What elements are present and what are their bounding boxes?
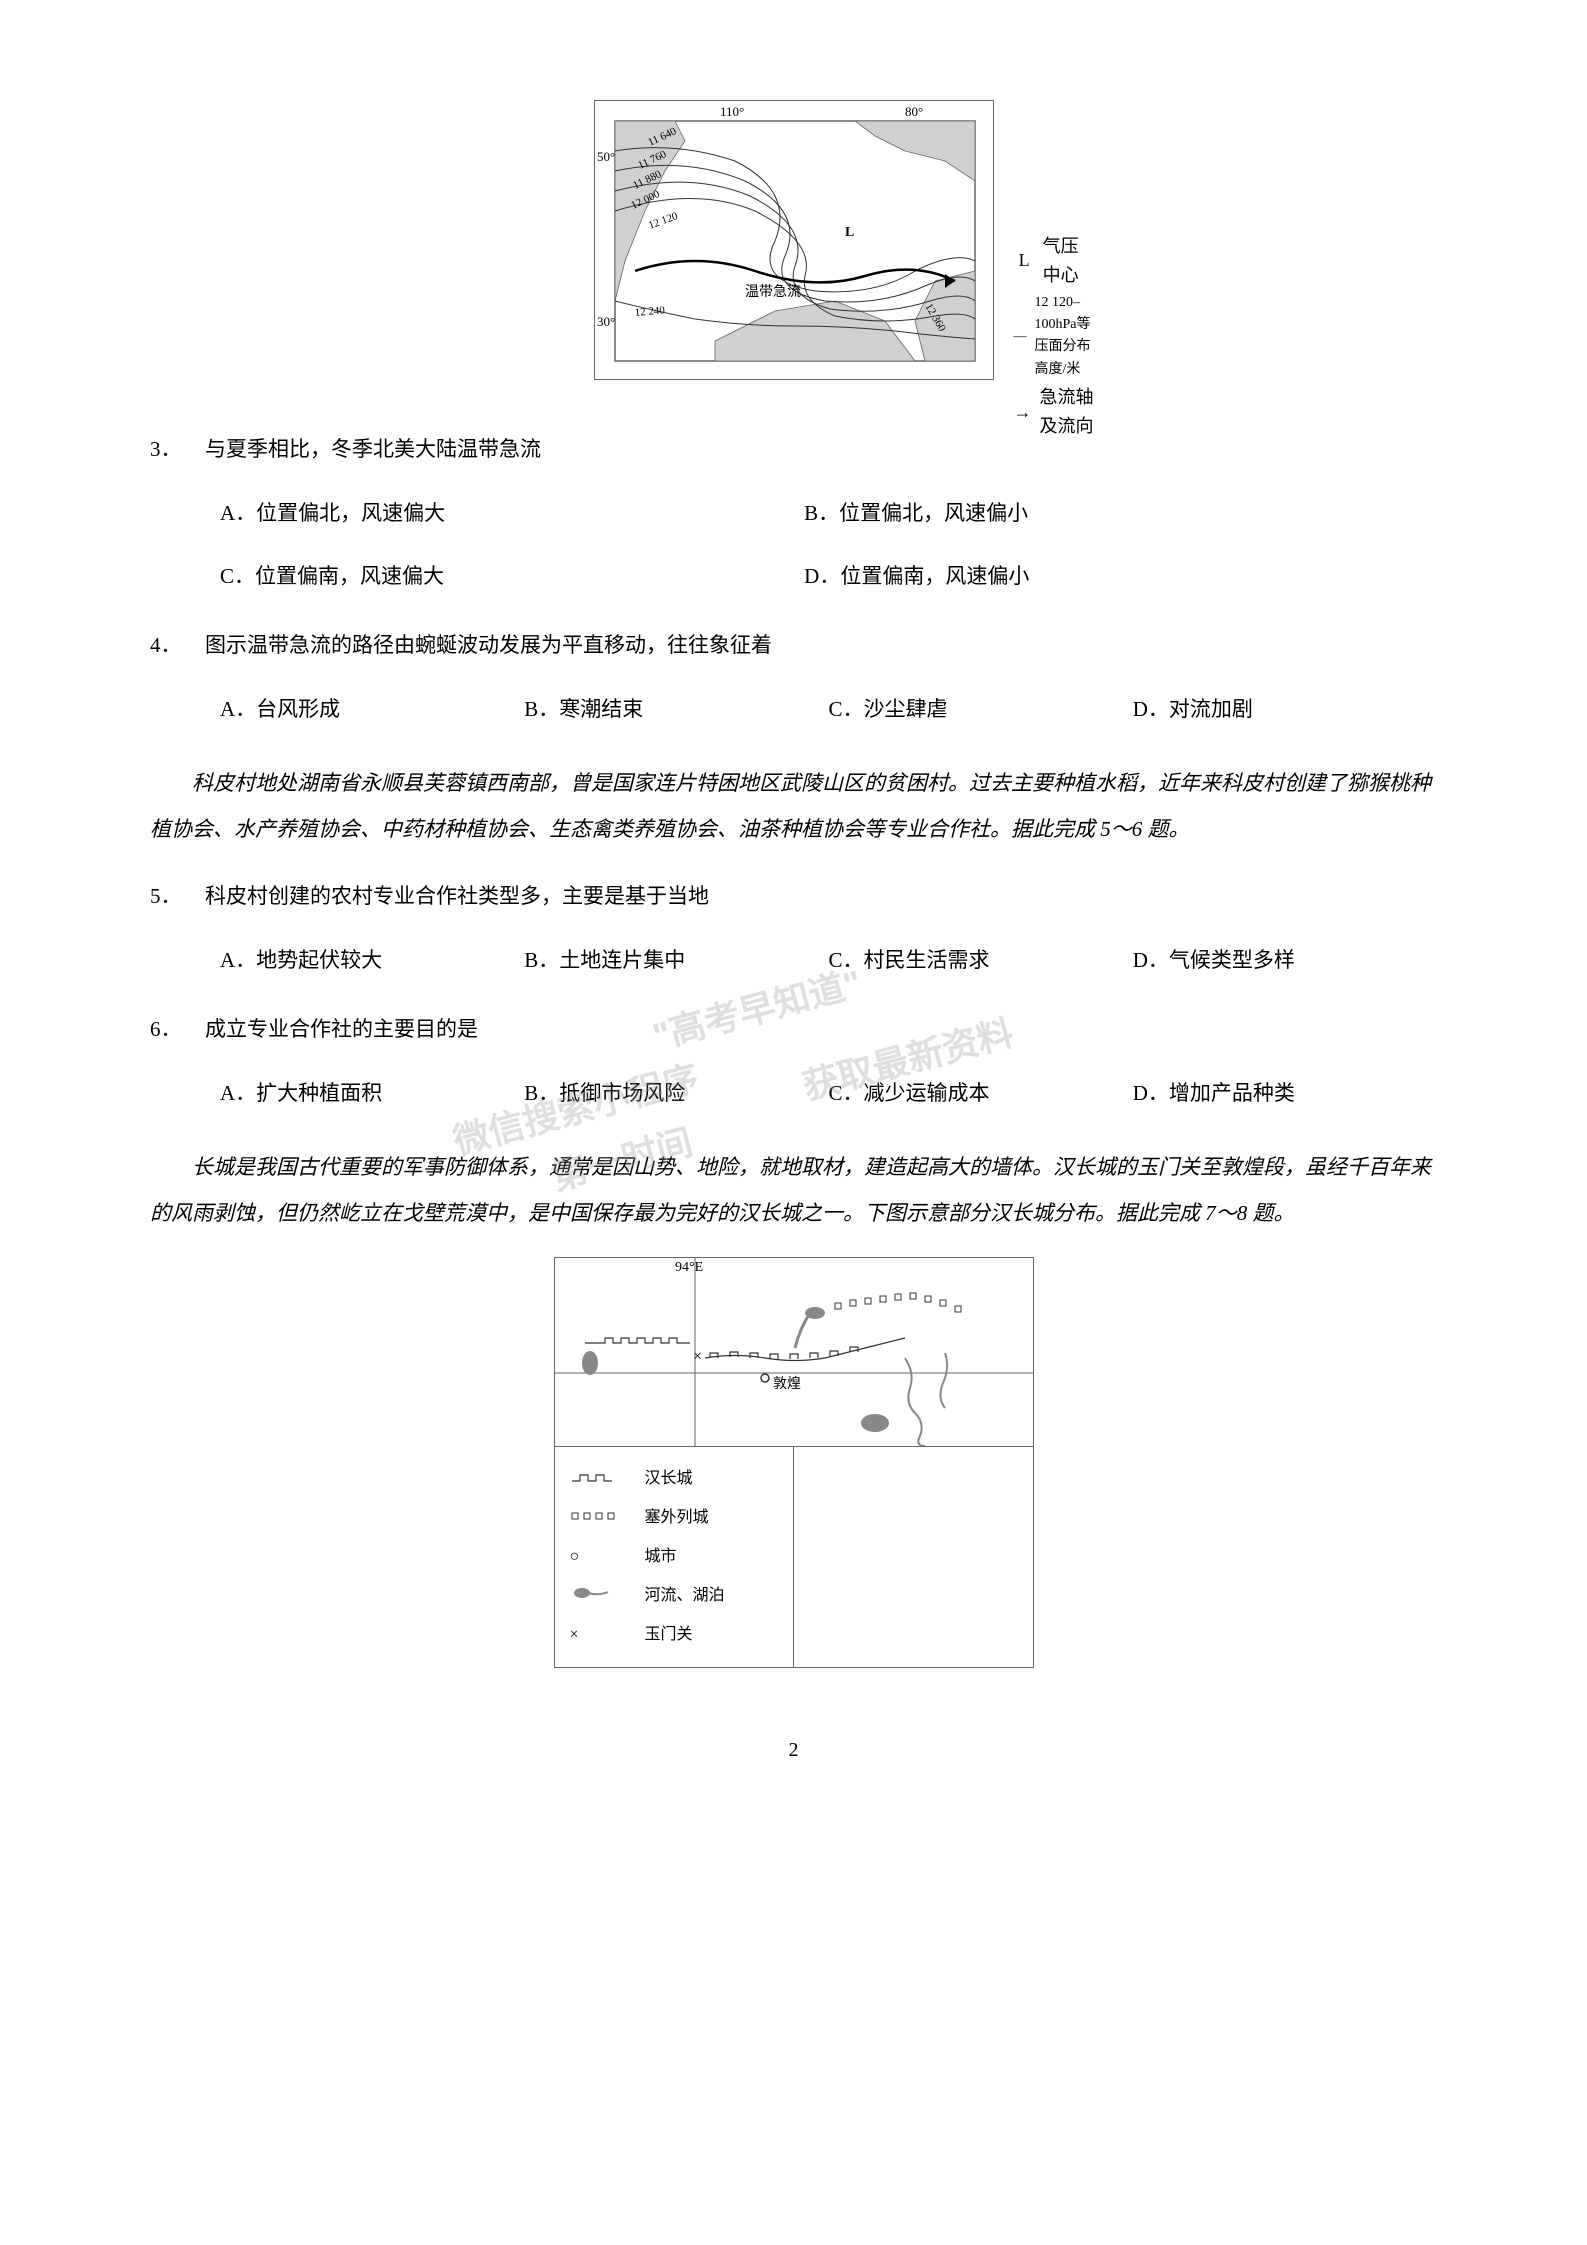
figure-2-container: 94°E 40°N [150, 1257, 1437, 1668]
q4-text: 图示温带急流的路径由蜿蜒波动发展为平直移动，往往象征着 [205, 622, 1437, 668]
legend-city-text: 城市 [645, 1539, 677, 1574]
svg-text:110°: 110° [720, 104, 744, 119]
svg-text:L: L [845, 225, 854, 240]
figure-2-legend: 汉长城 塞外列城 ○ 城市 [554, 1447, 794, 1668]
q4-option-B: B．寒潮结束 [524, 686, 828, 732]
q3-option-D: D．位置偏南，风速偏小 [804, 553, 1388, 599]
question-6: 6． 成立专业合作社的主要目的是 A．扩大种植面积 B．抵御市场风险 C．减少运… [150, 1006, 1437, 1124]
page-content: "高考早知道" 获取最新资料 微信搜索小程序 第一时间 [150, 100, 1437, 1772]
page-number: 2 [150, 1728, 1437, 1772]
q6-num: 6． [150, 1006, 205, 1052]
svg-text:温带急流: 温带急流 [745, 284, 801, 300]
question-3: 3． 与夏季相比，冬季北美大陆温带急流 A．位置偏北，风速偏大 B．位置偏北，风… [150, 426, 1437, 607]
svg-text:×: × [693, 1348, 702, 1365]
q6-option-C: C．减少运输成本 [829, 1070, 1133, 1116]
q5-option-D: D．气候类型多样 [1133, 937, 1437, 983]
question-5: 5． 科皮村创建的农村专业合作社类型多，主要是基于当地 A．地势起伏较大 B．土… [150, 873, 1437, 991]
q3-option-C: C．位置偏南，风速偏大 [220, 553, 804, 599]
q5-option-A: A．地势起伏较大 [220, 937, 524, 983]
q5-option-C: C．村民生活需求 [829, 937, 1133, 983]
svg-text:12 120: 12 120 [646, 210, 679, 232]
great-wall-map: 94°E 40°N [554, 1257, 1034, 1447]
legend-han-wall-text: 汉长城 [645, 1461, 693, 1496]
legend-outer-wall-text: 塞外列城 [645, 1500, 709, 1535]
svg-text:94°E: 94°E [675, 1260, 703, 1275]
legend-L-text: 气压中心 [1043, 232, 1094, 290]
question-4: 4． 图示温带急流的路径由蜿蜒波动发展为平直移动，往往象征着 A．台风形成 B．… [150, 622, 1437, 740]
svg-text:80°: 80° [905, 104, 923, 119]
q4-option-C: C．沙尘肆虐 [829, 686, 1133, 732]
q6-option-D: D．增加产品种类 [1133, 1070, 1437, 1116]
svg-text:敦煌: 敦煌 [773, 1376, 801, 1392]
passage-1: 科皮村地处湖南省永顺县芙蓉镇西南部，曾是国家连片特困地区武陵山区的贫困村。过去主… [150, 760, 1437, 852]
legend-water-text: 河流、湖泊 [645, 1578, 725, 1613]
legend-L-symbol: L [1014, 246, 1035, 275]
svg-text:30°: 30° [597, 314, 615, 329]
passage-2: 长城是我国古代重要的军事防御体系，通常是因山势、地险，就地取材，建造起高大的墙体… [150, 1144, 1437, 1236]
q5-num: 5． [150, 873, 205, 919]
q5-text: 科皮村创建的农村专业合作社类型多，主要是基于当地 [205, 873, 1437, 919]
figure-1-container: L 11 640 11 760 11 880 12 000 12 120 12 … [150, 100, 1437, 396]
q4-num: 4． [150, 622, 205, 668]
jet-stream-map: L 11 640 11 760 11 880 12 000 12 120 12 … [594, 100, 994, 380]
svg-text:50°: 50° [597, 149, 615, 164]
legend-outer-wall-symbol [570, 1500, 630, 1535]
legend-water-symbol [570, 1578, 630, 1613]
legend-han-wall-symbol [570, 1461, 630, 1496]
q4-option-D: D．对流加剧 [1133, 686, 1437, 732]
legend-arrow-text: 急流轴及流向 [1040, 383, 1094, 441]
q6-text: 成立专业合作社的主要目的是 [205, 1006, 1437, 1052]
q4-option-A: A．台风形成 [220, 686, 524, 732]
figure-1-legend: L 气压中心 — 12 120–100hPa等压面分布高度/米 → 急流轴及流向 [1014, 230, 1094, 443]
svg-text:12 240: 12 240 [634, 304, 666, 319]
legend-city-symbol: ○ [570, 1539, 630, 1574]
q5-option-B: B．土地连片集中 [524, 937, 828, 983]
q3-option-A: A．位置偏北，风速偏大 [220, 490, 804, 536]
q3-option-B: B．位置偏北，风速偏小 [804, 490, 1388, 536]
legend-yumen-text: 玉门关 [645, 1617, 693, 1652]
q6-option-A: A．扩大种植面积 [220, 1070, 524, 1116]
q6-option-B: B．抵御市场风险 [524, 1070, 828, 1116]
q3-text: 与夏季相比，冬季北美大陆温带急流 [205, 426, 1437, 472]
legend-yumen-symbol: × [570, 1617, 630, 1652]
q3-num: 3． [150, 426, 205, 472]
